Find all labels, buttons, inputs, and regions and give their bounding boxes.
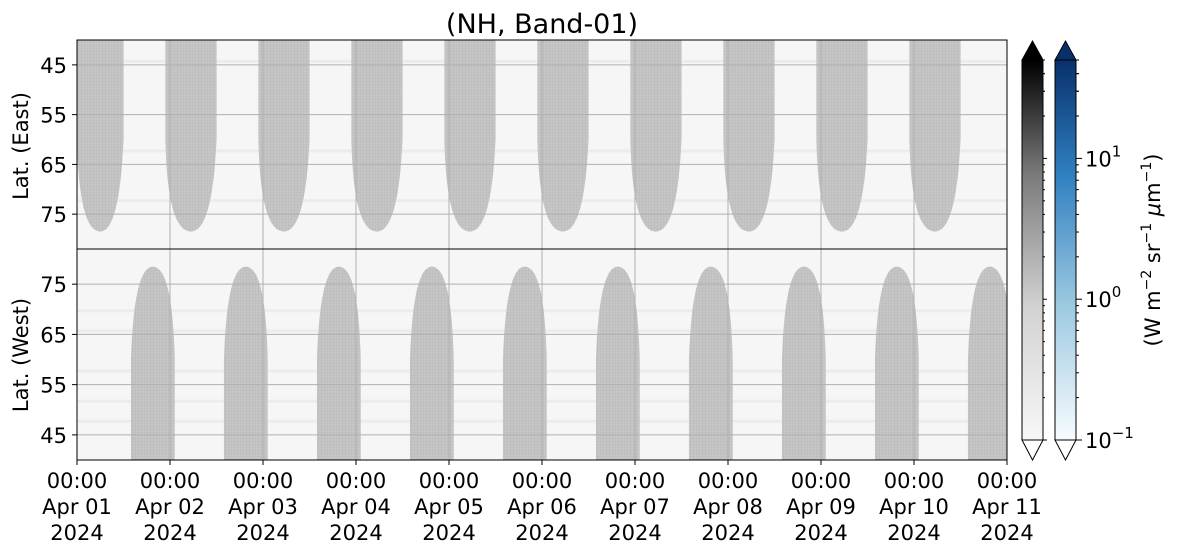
ytick-label-east-75: 75 [40, 203, 67, 227]
y-label-east: Lat. (East) [9, 92, 33, 200]
xtick-label-5-0: 00:00 [512, 469, 573, 493]
west-band-15 [595, 266, 640, 460]
colorbar-blues-body [1054, 59, 1077, 441]
xtick-label-5-2: 2024 [515, 521, 568, 545]
xtick-label-7-0: 00:00 [698, 469, 759, 493]
xtick-label-1-2: 2024 [143, 521, 196, 545]
xtick-label-0-2: 2024 [50, 521, 103, 545]
west-band-17 [781, 266, 826, 460]
east-band-4 [444, 40, 496, 232]
west-band-19 [967, 266, 1007, 460]
ytick-label-west-55: 55 [40, 374, 67, 398]
west-band-11 [223, 266, 268, 460]
xtick-label-7-2: 2024 [701, 521, 754, 545]
cbar-tick-base: 10 [1085, 288, 1112, 312]
xtick-label-3-0: 00:00 [326, 469, 387, 493]
grid-lines [77, 40, 1007, 460]
ytick-label-west-75: 75 [40, 273, 67, 297]
colorbar-label: (W m−2 sr−1 μm−1) [1139, 154, 1165, 347]
west-band-18 [874, 266, 919, 460]
xtick-label-3-1: Apr 04 [321, 495, 391, 519]
west-band-10 [130, 266, 175, 460]
colorbar-greys-bottom-extend [1021, 439, 1044, 462]
east-band-3 [351, 40, 403, 232]
east-band-1 [165, 40, 217, 232]
xtick-label-0-0: 00:00 [47, 469, 108, 493]
xtick-label-3-2: 2024 [329, 521, 382, 545]
xtick-label-9-1: Apr 10 [879, 495, 949, 519]
xtick-label-10-2: 2024 [980, 521, 1033, 545]
xtick-label-2-1: Apr 03 [228, 495, 298, 519]
west-band-16 [688, 266, 733, 460]
y-ticks: 45 55 65 75 75 65 55 45 [40, 54, 77, 448]
west-daylight-bands [130, 266, 1007, 460]
cbar-tick-label-1: 100 [1085, 283, 1121, 312]
east-band-2 [258, 40, 310, 232]
xtick-label-4-1: Apr 05 [414, 495, 484, 519]
cbar-tick-label-0: 101 [1085, 142, 1121, 171]
east-band-0 [77, 40, 124, 232]
xtick-label-4-2: 2024 [422, 521, 475, 545]
colorbar-greys-top-extend [1021, 39, 1044, 61]
colorbar-blues [1054, 39, 1077, 462]
xtick-label-9-2: 2024 [887, 521, 940, 545]
colorbar-greys-body [1021, 59, 1044, 441]
xtick-label-8-0: 00:00 [791, 469, 852, 493]
xtick-label-2-2: 2024 [236, 521, 289, 545]
xtick-label-8-1: Apr 09 [786, 495, 856, 519]
cbar-tick-exponent: 0 [1112, 283, 1122, 301]
xtick-label-9-0: 00:00 [884, 469, 945, 493]
west-band-13 [409, 266, 454, 460]
cbar-tick-exponent: −1 [1112, 424, 1134, 442]
ytick-label-east-55: 55 [40, 104, 67, 128]
east-band-5 [537, 40, 589, 232]
xtick-label-10-1: Apr 11 [972, 495, 1042, 519]
y-label-west: Lat. (West) [9, 298, 33, 412]
colorbar-blues-top-extend [1054, 39, 1077, 61]
east-band-8 [816, 40, 868, 232]
ytick-label-west-45: 45 [40, 424, 67, 448]
xtick-label-7-1: Apr 08 [693, 495, 763, 519]
ytick-label-west-65: 65 [40, 323, 67, 347]
east-band-6 [630, 40, 682, 232]
cbar-tick-base: 10 [1085, 147, 1112, 171]
west-band-14 [502, 266, 547, 460]
xtick-label-4-0: 00:00 [419, 469, 480, 493]
xtick-label-5-1: Apr 06 [507, 495, 577, 519]
cbar-tick-exponent: 1 [1112, 142, 1122, 160]
cbar-tick-base: 10 [1085, 429, 1112, 453]
xtick-label-1-0: 00:00 [140, 469, 201, 493]
ytick-label-east-45: 45 [40, 54, 67, 78]
xtick-label-6-2: 2024 [608, 521, 661, 545]
xtick-label-1-1: Apr 02 [135, 495, 205, 519]
east-band-9 [909, 40, 961, 232]
xtick-label-10-0: 00:00 [977, 469, 1038, 493]
colorbar-blues-bottom-extend [1054, 439, 1077, 462]
ytick-label-east-65: 65 [40, 153, 67, 177]
colorbar-greys [1021, 39, 1044, 462]
east-band-7 [723, 40, 775, 232]
xtick-label-0-1: Apr 01 [42, 495, 112, 519]
xtick-label-2-0: 00:00 [233, 469, 294, 493]
xtick-label-8-2: 2024 [794, 521, 847, 545]
cbar-tick-label-2: 10−1 [1085, 424, 1134, 453]
east-daylight-bands [77, 40, 961, 232]
chart-title: (NH, Band-01) [446, 9, 638, 40]
west-band-12 [316, 266, 361, 460]
xtick-label-6-1: Apr 07 [600, 495, 670, 519]
xtick-label-6-0: 00:00 [605, 469, 666, 493]
